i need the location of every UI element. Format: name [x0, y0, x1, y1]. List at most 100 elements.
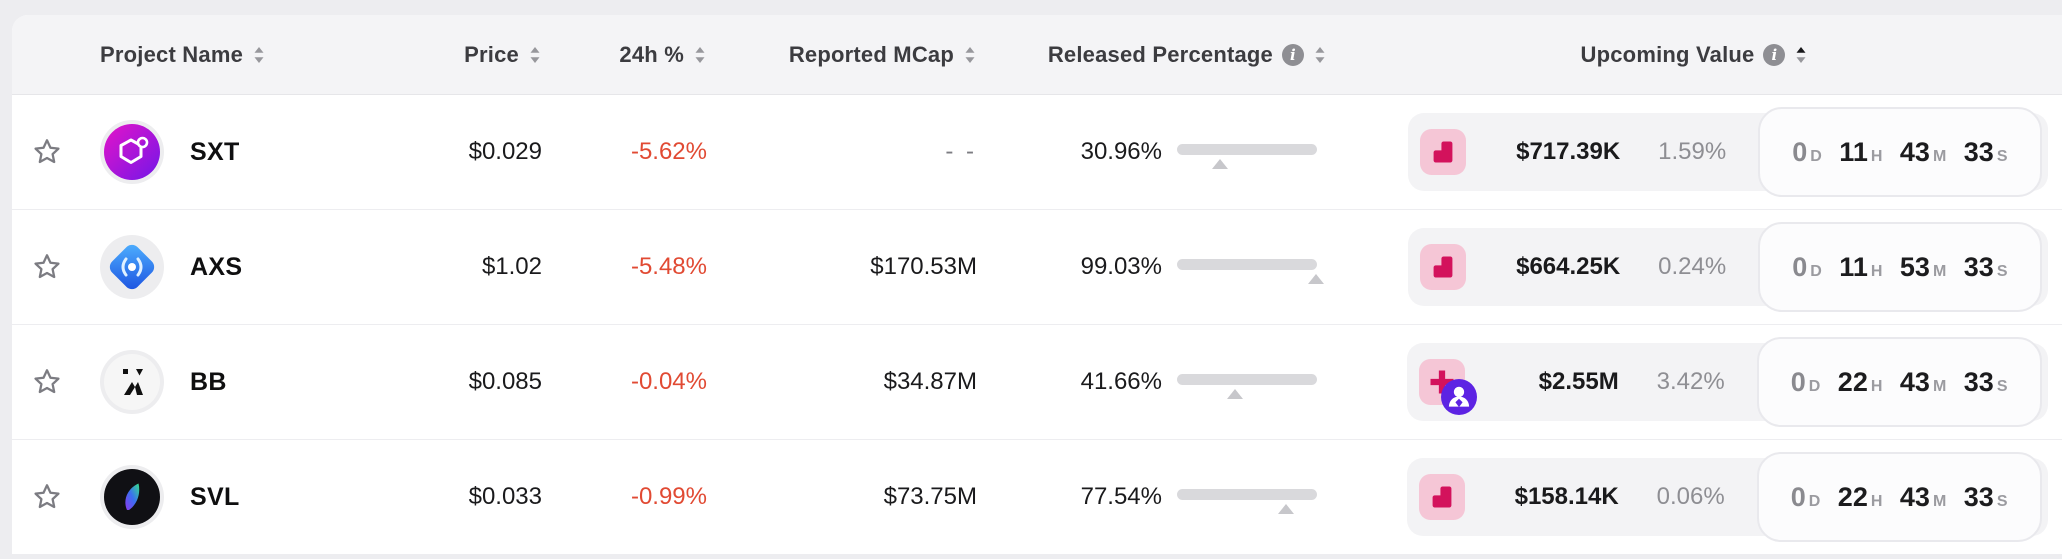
countdown-unit: M — [1932, 147, 1947, 165]
project-symbol: BB — [190, 367, 227, 396]
countdown-number: 43 — [1899, 481, 1930, 512]
upcoming-unlock-cell: $717.39K 1.59% 0 D 11 H 43 M 33 S — [1327, 107, 2062, 197]
countdown-segment: 0 D — [1792, 252, 1822, 283]
countdown-segment: 11 H — [1839, 137, 1883, 168]
released-progress-bar — [1177, 485, 1317, 515]
favorite-cell — [12, 251, 82, 283]
countdown-number: 33 — [1963, 136, 1994, 167]
countdown-unit: H — [1870, 262, 1883, 280]
unlock-countdown-pill: 0 D 11 H 43 M 33 S — [1758, 107, 2042, 197]
upcoming-value: $717.39K — [1516, 138, 1621, 165]
favorite-cell — [12, 136, 82, 168]
upcoming-value: $664.25K — [1516, 253, 1621, 280]
investor-badge-icon — [1440, 379, 1477, 415]
table-row-SXT[interactable]: SXT $0.029 -5.62% - - 30.96% $717.39K 1.… — [12, 95, 2062, 210]
countdown-unit: M — [1932, 492, 1947, 510]
released-percentage-label: 77.54% — [1080, 483, 1162, 510]
project-cell[interactable]: SXT — [82, 120, 412, 184]
countdown-segment: 33 S — [1964, 482, 2008, 513]
countdown-number: 33 — [1963, 251, 1994, 282]
favorite-cell — [12, 481, 82, 513]
change-24h-cell: -0.99% — [630, 483, 707, 510]
header-released-label: Released Percentage — [1047, 41, 1273, 67]
released-percentage-label: 99.03% — [1080, 253, 1162, 280]
countdown-segment: 43 M — [1900, 137, 1947, 168]
reported-mcap-cell: $73.75M — [883, 483, 977, 510]
allocations-unlock-icon — [1418, 359, 1477, 415]
header-project-name[interactable]: Project Name — [82, 42, 412, 68]
countdown-number: 53 — [1899, 251, 1930, 282]
header-price[interactable]: Price — [412, 42, 542, 68]
countdown-unit: H — [1870, 147, 1883, 165]
countdown-unit: D — [1808, 492, 1821, 510]
header-upcoming-label: Upcoming Value — [1580, 41, 1755, 67]
upcoming-unlock-cell: $664.25K 0.24% 0 D 11 H 53 M 33 S — [1327, 222, 2062, 312]
released-percentage-label: 41.66% — [1080, 368, 1162, 395]
header-24h-change[interactable]: 24h % — [542, 42, 707, 68]
favorite-star-button[interactable] — [31, 136, 63, 168]
countdown-number: 11 — [1839, 136, 1868, 167]
header-price-label: Price — [464, 41, 519, 67]
header-24h-label: 24h % — [619, 41, 684, 67]
header-released-percentage[interactable]: Released Percentage i — [977, 42, 1327, 68]
header-mcap-label: Reported MCap — [788, 41, 954, 67]
countdown-unit: S — [1996, 147, 2008, 165]
progress-marker-triangle — [1307, 274, 1324, 284]
table-row-BB[interactable]: BB $0.085 -0.04% $34.87M 41.66% $2.55 — [12, 325, 2062, 440]
released-percentage-cell: 77.54% — [977, 479, 1327, 515]
progress-marker-triangle — [1227, 389, 1244, 399]
countdown-number: 0 — [1792, 251, 1808, 282]
header-project-label: Project Name — [100, 41, 244, 67]
project-cell[interactable]: SVL — [82, 465, 412, 529]
unlock-summary-box[interactable]: $2.55M 3.42% 0 D 22 H 43 M 33 S — [1406, 337, 2048, 427]
header-reported-mcap[interactable]: Reported MCap — [707, 42, 977, 68]
project-symbol: AXS — [190, 252, 243, 281]
unlock-countdown-pill: 0 D 11 H 53 M 33 S — [1758, 222, 2042, 312]
sort-icon[interactable] — [693, 44, 707, 66]
unlock-summary-box[interactable]: $158.14K 0.06% 0 D 22 H 43 M 33 S — [1406, 452, 2048, 542]
info-icon[interactable]: i — [1282, 43, 1304, 66]
released-percentage-cell: 30.96% — [977, 134, 1327, 170]
countdown-segment: 11 H — [1839, 252, 1883, 283]
unlock-countdown-pill: 0 D 22 H 43 M 33 S — [1756, 337, 2042, 427]
progress-marker-triangle — [1277, 504, 1294, 514]
sort-icon[interactable] — [252, 44, 266, 66]
table-body: SXT $0.029 -5.62% - - 30.96% $717.39K 1.… — [12, 95, 2062, 555]
unlock-summary-box[interactable]: $664.25K 0.24% 0 D 11 H 53 M 33 S — [1408, 222, 2048, 312]
countdown-unit: S — [1996, 492, 2008, 510]
favorite-star-button[interactable] — [31, 251, 63, 283]
sort-icon[interactable] — [1313, 44, 1327, 66]
upcoming-percent-of-mcap: 0.06% — [1656, 483, 1725, 510]
price-cell: $0.033 — [468, 483, 542, 510]
table-row-SVL[interactable]: SVL $0.033 -0.99% $73.75M 77.54% $158.14… — [12, 440, 2062, 555]
favorite-star-button[interactable] — [31, 366, 63, 398]
countdown-number: 43 — [1899, 366, 1930, 397]
countdown-segment: 43 M — [1900, 367, 1947, 398]
upcoming-value: $2.55M — [1538, 368, 1619, 395]
project-cell[interactable]: BB — [82, 350, 412, 414]
project-cell[interactable]: AXS — [82, 235, 412, 299]
upcoming-unlock-cell: $158.14K 0.06% 0 D 22 H 43 M 33 S — [1327, 452, 2062, 542]
released-progress-bar — [1177, 370, 1317, 400]
upcoming-unlock-cell: $2.55M 3.42% 0 D 22 H 43 M 33 S — [1327, 337, 2062, 427]
upcoming-percent-of-mcap: 0.24% — [1658, 253, 1727, 280]
info-icon[interactable]: i — [1763, 43, 1786, 66]
sort-icon-active-asc[interactable] — [1794, 44, 1808, 66]
countdown-number: 0 — [1790, 481, 1806, 512]
sort-icon[interactable] — [528, 44, 542, 66]
change-24h-cell: -0.04% — [630, 368, 707, 395]
countdown-number: 22 — [1837, 481, 1868, 512]
countdown-unit: H — [1870, 377, 1883, 395]
unlock-summary-box[interactable]: $717.39K 1.59% 0 D 11 H 43 M 33 S — [1408, 107, 2048, 197]
countdown-number: 11 — [1839, 251, 1868, 282]
favorite-star-button[interactable] — [31, 481, 63, 513]
countdown-segment: 33 S — [1964, 137, 2008, 168]
countdown-number: 0 — [1790, 366, 1806, 397]
countdown-number: 0 — [1792, 136, 1808, 167]
axs-project-logo — [100, 235, 164, 299]
table-row-AXS[interactable]: AXS $1.02 -5.48% $170.53M 99.03% $664.25… — [12, 210, 2062, 325]
released-progress-bar — [1177, 255, 1324, 285]
header-upcoming-value[interactable]: Upcoming Value i — [1327, 42, 2062, 68]
price-cell: $1.02 — [481, 253, 542, 280]
sort-icon[interactable] — [963, 44, 977, 66]
